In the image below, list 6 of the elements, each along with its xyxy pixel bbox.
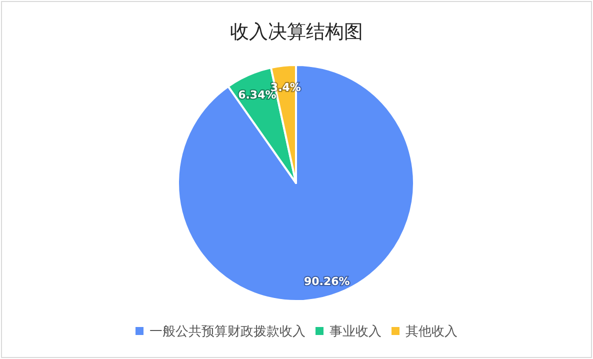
legend-label: 一般公共预算财政拨款收入 [150, 324, 306, 340]
legend-label: 其他收入 [406, 324, 458, 340]
pie-slice [177, 64, 415, 302]
legend-label: 事业收入 [330, 324, 382, 340]
data-label: 90.26% [304, 274, 350, 288]
chart-title: 收入决算结构图 [230, 21, 363, 43]
